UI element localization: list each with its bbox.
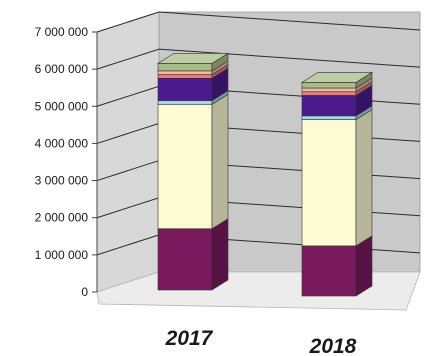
bar-segment: [157, 100, 213, 105]
bar-segment: [301, 82, 357, 89]
bar-segment: [157, 63, 213, 72]
bar-segment-side: [211, 218, 229, 291]
bar-top: [300, 72, 374, 83]
bar-segment: [157, 103, 213, 230]
y-tick-label: 5 000 000: [35, 99, 89, 113]
bar-segment: [157, 77, 213, 101]
y-tick-label: 3 000 000: [35, 174, 89, 188]
bar-segment: [301, 87, 357, 93]
bar-segment: [301, 119, 357, 247]
bar-segment: [157, 74, 213, 79]
bar-segment: [301, 91, 357, 96]
y-tick-label: 1 000 000: [35, 248, 89, 262]
y-tick-label: 7 000 000: [35, 25, 89, 39]
bar-segment: [157, 228, 213, 291]
bar-segment-side: [355, 235, 373, 297]
category-label: 2017: [165, 327, 214, 350]
x-axis: 2017 2018: [165, 327, 357, 356]
bars: [156, 52, 374, 297]
y-tick-label: 4 000 000: [35, 136, 89, 150]
bar-segment-side: [211, 93, 229, 230]
y-tick-label: 0: [81, 285, 88, 299]
y-axis: 0 1 000 000 2 000 000 3 000 000 4 000 000 5 0…: [35, 25, 98, 299]
bar-segment-side: [355, 109, 373, 247]
bar-segment: [157, 70, 213, 75]
bar-segment: [301, 245, 357, 297]
gridline: [96, 48, 421, 70]
bar-segment: [301, 115, 357, 120]
side-wall: [96, 11, 160, 293]
category-label: 2018: [309, 335, 357, 356]
bar-top: [156, 53, 230, 64]
bar-segment: [301, 95, 357, 117]
gridline: [96, 11, 421, 33]
y-tick-label: 6 000 000: [35, 62, 89, 76]
y-tick-label: 2 000 000: [35, 211, 89, 225]
